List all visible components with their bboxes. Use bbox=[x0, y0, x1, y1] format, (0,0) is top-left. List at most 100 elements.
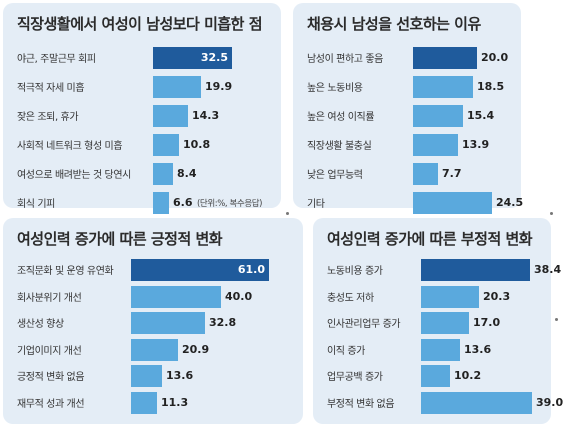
bar-category-label: 재무적 성과 개선 bbox=[17, 398, 85, 410]
bar-row: 부정적 변화 없음 39.0 bbox=[313, 391, 563, 414]
bar-row: 여성으로 배려받는 것 당연시 8.4 bbox=[3, 163, 281, 185]
bar bbox=[153, 192, 169, 214]
bar bbox=[131, 259, 269, 281]
bar bbox=[413, 134, 458, 156]
bar bbox=[413, 105, 463, 127]
bar-row: 남성이 편하고 좋음 20.0 bbox=[293, 47, 521, 69]
bar-category-label: 잦은 조퇴, 휴가 bbox=[17, 112, 79, 123]
chart-title: 여성인력 증가에 따른 부정적 변화 bbox=[327, 230, 533, 248]
bar-category-label: 적극적 자세 미흡 bbox=[17, 83, 85, 94]
bar-category-label: 이직 증가 bbox=[327, 345, 365, 357]
bar-value-label: 10.8 bbox=[183, 138, 211, 151]
bar bbox=[421, 312, 469, 334]
bar-row: 긍정적 변화 없음 13.6 bbox=[3, 365, 303, 387]
chart-panel-negative-changes: 여성인력 증가에 따른 부정적 변화 노동비용 증가 38.4 충성도 저하 20.3… bbox=[313, 218, 563, 424]
bar-value-label: 19.9 bbox=[205, 80, 233, 93]
bar-value-label: 13.9 bbox=[462, 138, 490, 151]
bar-row: 업무공백 증가 10.2 bbox=[313, 365, 551, 387]
bar-value-label: 20.9 bbox=[182, 342, 210, 356]
chart-panel-women-shortcomings: 직장생활에서 여성이 남성보다 미흡한 점 야근, 주말근무 회피 32.5 적극적… bbox=[3, 3, 281, 214]
bar bbox=[131, 338, 178, 361]
bar-value-label: 32.8 bbox=[209, 316, 237, 329]
bar-category-label: 충성도 저하 bbox=[327, 292, 374, 304]
bar-row: 생산성 향상 32.8 bbox=[3, 312, 303, 334]
bar-value-label: 6.6 bbox=[173, 196, 193, 209]
bar-category-label: 높은 노동비용 bbox=[307, 83, 363, 94]
bar bbox=[131, 365, 162, 387]
bar bbox=[421, 391, 532, 414]
bar-value-label: 17.0 bbox=[473, 316, 501, 329]
unit-note: (단위:%, 복수응답) bbox=[197, 199, 263, 209]
chart-panel-positive-changes: 여성인력 증가에 따른 긍정적 변화 조직문화 및 운영 유연화 61.0 회사분위… bbox=[3, 218, 303, 424]
bar-row: 야근, 주말근무 회피 32.5 bbox=[3, 47, 281, 69]
bar bbox=[413, 192, 492, 214]
bar-category-label: 야근, 주말근무 회피 bbox=[17, 54, 96, 65]
bar bbox=[421, 285, 479, 308]
bar bbox=[421, 365, 450, 387]
bar-category-label: 회사분위기 개선 bbox=[17, 292, 82, 304]
bar-value-label: 24.5 bbox=[496, 196, 524, 209]
bar-value-label: 15.4 bbox=[467, 109, 495, 122]
bar bbox=[421, 338, 460, 361]
bar-value-label: 61.0 bbox=[237, 263, 265, 276]
decorative-dot bbox=[286, 212, 289, 215]
bar-category-label: 기타 bbox=[307, 199, 325, 210]
bar-category-label: 부정적 변화 없음 bbox=[327, 398, 395, 410]
bar-category-label: 사회적 네트워크 형성 미흡 bbox=[17, 141, 123, 152]
bar-category-label: 조직문화 및 운영 유연화 bbox=[17, 266, 114, 277]
bar-category-label: 생산성 향상 bbox=[17, 319, 64, 330]
bar bbox=[413, 76, 473, 98]
bar-row: 기타 24.5 bbox=[293, 192, 524, 214]
bar-row: 기업이미지 개선 20.9 bbox=[3, 338, 303, 361]
bar bbox=[413, 163, 438, 185]
bar-value-label: 32.5 bbox=[200, 51, 228, 64]
bar-category-label: 기업이미지 개선 bbox=[17, 345, 82, 357]
bar-row: 충성도 저하 20.3 bbox=[313, 285, 551, 308]
bar bbox=[153, 47, 232, 69]
bar-row: 회식 기피 6.6 (단위:%, 복수응답) bbox=[3, 192, 281, 214]
bar-category-label: 여성으로 배려받는 것 당연시 bbox=[17, 170, 131, 181]
chart-panel-male-preference-reasons: 채용시 남성을 선호하는 이유 남성이 편하고 좋음 20.0 높은 노동비용 18.… bbox=[293, 3, 523, 214]
bar-row: 회사분위기 개선 40.0 bbox=[3, 285, 303, 308]
bar-category-label: 노동비용 증가 bbox=[327, 266, 383, 277]
bar-value-label: 11.3 bbox=[161, 395, 189, 409]
decorative-dot bbox=[550, 212, 553, 215]
bar-value-label: 13.6 bbox=[464, 342, 492, 356]
bar-value-label: 7.7 bbox=[442, 167, 462, 180]
bar-category-label: 긍정적 변화 없음 bbox=[17, 372, 85, 383]
bar bbox=[131, 285, 221, 308]
bar bbox=[421, 259, 530, 281]
bar bbox=[153, 163, 173, 185]
bar bbox=[153, 76, 201, 98]
bar bbox=[131, 391, 157, 414]
bar-value-label: 39.0 bbox=[536, 395, 564, 409]
bar-value-label: 40.0 bbox=[225, 289, 253, 303]
bar-value-label: 13.6 bbox=[166, 369, 194, 382]
bar bbox=[153, 134, 179, 156]
bar-category-label: 인사관리업무 증가 bbox=[327, 319, 401, 330]
chart-title: 여성인력 증가에 따른 긍정적 변화 bbox=[17, 230, 223, 248]
chart-title: 직장생활에서 여성이 남성보다 미흡한 점 bbox=[17, 15, 263, 33]
bar-row: 노동비용 증가 38.4 bbox=[313, 259, 561, 281]
bar-row: 잦은 조퇴, 휴가 14.3 bbox=[3, 105, 281, 127]
bar-row: 낮은 업무능력 7.7 bbox=[293, 163, 521, 185]
bar-value-label: 10.2 bbox=[454, 369, 482, 382]
bar-row: 이직 증가 13.6 bbox=[313, 338, 551, 361]
bar-row: 높은 여성 이직률 15.4 bbox=[293, 105, 521, 127]
bar-value-label: 18.5 bbox=[477, 80, 505, 93]
bar bbox=[153, 105, 188, 127]
decorative-dot bbox=[555, 318, 558, 321]
bar-category-label: 회식 기피 bbox=[17, 199, 55, 210]
bar bbox=[413, 47, 477, 69]
bar-category-label: 남성이 편하고 좋음 bbox=[307, 54, 383, 65]
bar-row: 재무적 성과 개선 11.3 bbox=[3, 391, 303, 414]
bar-row: 조직문화 및 운영 유연화 61.0 bbox=[3, 259, 303, 281]
bar-category-label: 높은 여성 이직률 bbox=[307, 112, 375, 123]
bar-value-label: 14.3 bbox=[192, 109, 220, 122]
bar-category-label: 직장생활 불충실 bbox=[307, 141, 372, 152]
bar-value-label: 20.3 bbox=[483, 289, 511, 303]
bar-row: 적극적 자세 미흡 19.9 bbox=[3, 76, 281, 98]
bar-row: 높은 노동비용 18.5 bbox=[293, 76, 521, 98]
bar-row: 인사관리업무 증가 17.0 bbox=[313, 312, 551, 334]
bar-value-label: 8.4 bbox=[177, 167, 197, 180]
